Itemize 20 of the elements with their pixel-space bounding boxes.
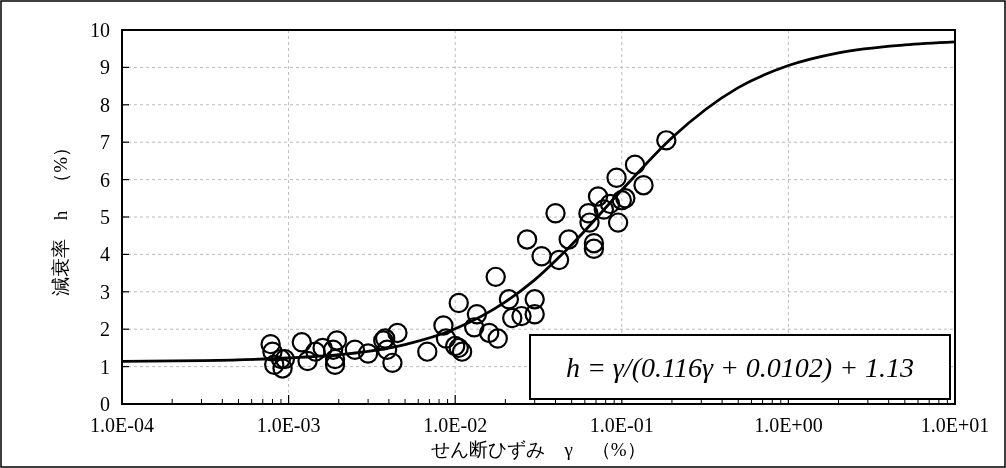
y-tick-label: 1	[100, 355, 110, 378]
x-tick-label: 1.0E+00	[754, 414, 823, 436]
y-tick-label: 3	[100, 280, 110, 303]
y-tick-label: 10	[90, 19, 110, 41]
y-tick-label: 5	[100, 206, 110, 228]
x-tick-label: 1.0E-02	[423, 414, 488, 436]
y-tick-label: 4	[100, 243, 110, 266]
annotation: h = γ/(0.116γ + 0.0102) + 1.13	[565, 351, 915, 383]
y-tick-label: 2	[100, 318, 110, 341]
x-tick-label: 1.0E+01	[920, 414, 990, 436]
x-axis-title: せん断ひずみ γ （%）	[431, 439, 646, 460]
x-tick-label: 1.0E-01	[589, 414, 654, 436]
x-tick-label: 1.0E-04	[90, 414, 154, 436]
y-axis-title: 減衰率 h （%）	[50, 137, 71, 297]
y-tick-label: 6	[100, 168, 110, 191]
y-tick-label: 9	[100, 56, 110, 79]
y-tick-label: 8	[100, 93, 110, 116]
y-tick-label: 0	[100, 393, 110, 415]
x-tick-label: 1.0E-03	[256, 414, 321, 436]
y-tick-label: 7	[100, 131, 110, 154]
